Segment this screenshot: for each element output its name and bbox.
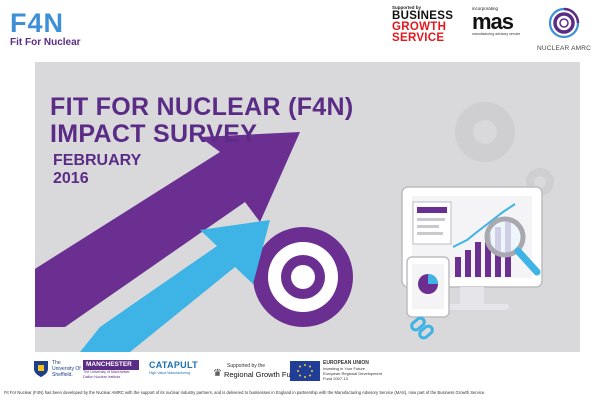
crest-icon xyxy=(34,361,48,377)
amrc-text: NUCLEAR AMRC xyxy=(536,45,592,52)
bgs-line3: SERVICE xyxy=(392,32,445,44)
purple-arrow-icon xyxy=(35,132,300,327)
target-ring-icon xyxy=(548,7,580,39)
catapult-sub: High Value Manufacturing xyxy=(149,371,191,375)
f4n-logo-mark: F4N xyxy=(10,8,65,38)
eu-line3: European Regional Development Fund 2007-… xyxy=(323,371,382,381)
business-growth-service-logo: Supported by BUSINESS GROWTH SERVICE xyxy=(392,5,453,44)
rgf-top: Supported by the xyxy=(227,363,266,369)
date-month: FEBRUARY xyxy=(53,152,142,169)
title-line2: IMPACT SURVEY xyxy=(50,120,258,148)
sheffield-text: The University Of Sheffield. xyxy=(52,360,81,378)
bgs-line2: GROWTH xyxy=(392,21,447,33)
page-title: FIT FOR NUCLEAR (F4N) IMPACT SURVEY xyxy=(50,94,354,148)
date-year: 2016 xyxy=(53,170,89,187)
partner-logos: The University Of Sheffield. MANCHESTER … xyxy=(33,360,581,384)
mas-tagline: manufacturing advisory service xyxy=(472,32,521,36)
bgs-supported-by: Supported by xyxy=(392,5,421,10)
f4n-logo-subtitle: Fit For Nuclear xyxy=(10,37,81,48)
mas-logo: incorporating mas manufacturing advisory… xyxy=(472,6,520,37)
sheffield-logo: The University Of Sheffield. xyxy=(33,360,82,378)
nuclear-amrc-logo: NUCLEAR AMRC xyxy=(532,6,596,52)
eu-flag-icon xyxy=(290,360,320,381)
eu-line1: EUROPEAN UNION xyxy=(323,360,369,366)
blue-arrow-icon xyxy=(80,220,270,352)
tablet-icon xyxy=(406,256,450,318)
manchester-sub: The University of Manchester Dalton Nucl… xyxy=(83,370,130,379)
link-icon xyxy=(410,316,434,340)
target-icon xyxy=(253,227,353,327)
eu-line2: Investing in Your Future xyxy=(323,366,366,371)
mas-word: mas xyxy=(472,9,514,34)
rgf-main: Regional Growth Fund xyxy=(223,369,300,379)
catapult-word: CATAPULT xyxy=(149,360,198,370)
survey-date: FEBRUARY 2016 xyxy=(53,152,141,188)
manchester-word: MANCHESTER xyxy=(83,360,139,370)
regional-growth-fund-logo: Supported by the ♛ Regional Growth Fund xyxy=(213,363,299,379)
crown-icon: ♛ xyxy=(213,368,222,379)
eu-logo: EUROPEAN UNION Investing in Your Future … xyxy=(290,360,383,381)
hero-illustration xyxy=(35,102,554,352)
document-icon xyxy=(412,201,452,245)
magnifier-icon xyxy=(484,216,541,276)
hero-banner: FIT FOR NUCLEAR (F4N) IMPACT SURVEY FEBR… xyxy=(35,62,580,352)
f4n-logo: F4N Fit For Nuclear xyxy=(10,8,81,48)
bgs-line1: BUSINESS xyxy=(392,10,454,22)
trend-line-icon xyxy=(452,203,516,248)
catapult-logo: CATAPULT High Value Manufacturing xyxy=(149,360,198,376)
title-line1: FIT FOR NUCLEAR (F4N) xyxy=(50,93,354,121)
manchester-logo: MANCHESTER The University of Manchester … xyxy=(83,360,139,379)
mas-incorporating: incorporating xyxy=(472,6,499,11)
footer-text: Fit For Nuclear (F4N) has been developed… xyxy=(4,390,486,395)
